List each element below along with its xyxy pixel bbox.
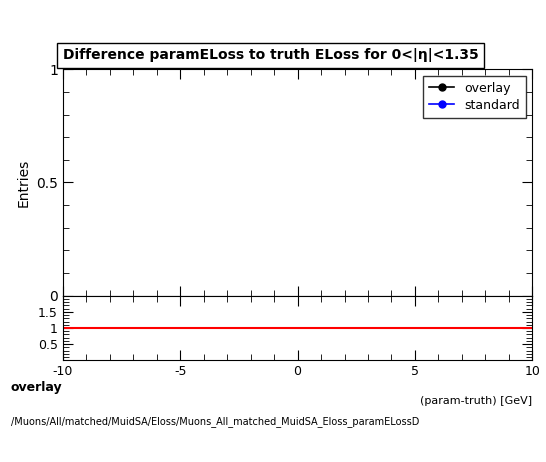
Legend: overlay, standard: overlay, standard xyxy=(423,76,526,118)
Text: (param-truth) [GeV]: (param-truth) [GeV] xyxy=(420,396,532,406)
Text: overlay: overlay xyxy=(11,381,63,394)
Y-axis label: Entries: Entries xyxy=(16,158,31,207)
Text: Difference paramELoss to truth ELoss for 0<|η|<1.35: Difference paramELoss to truth ELoss for… xyxy=(63,49,478,62)
Text: /Muons/All/matched/MuidSA/Eloss/Muons_All_matched_MuidSA_Eloss_paramELossD: /Muons/All/matched/MuidSA/Eloss/Muons_Al… xyxy=(11,416,419,427)
